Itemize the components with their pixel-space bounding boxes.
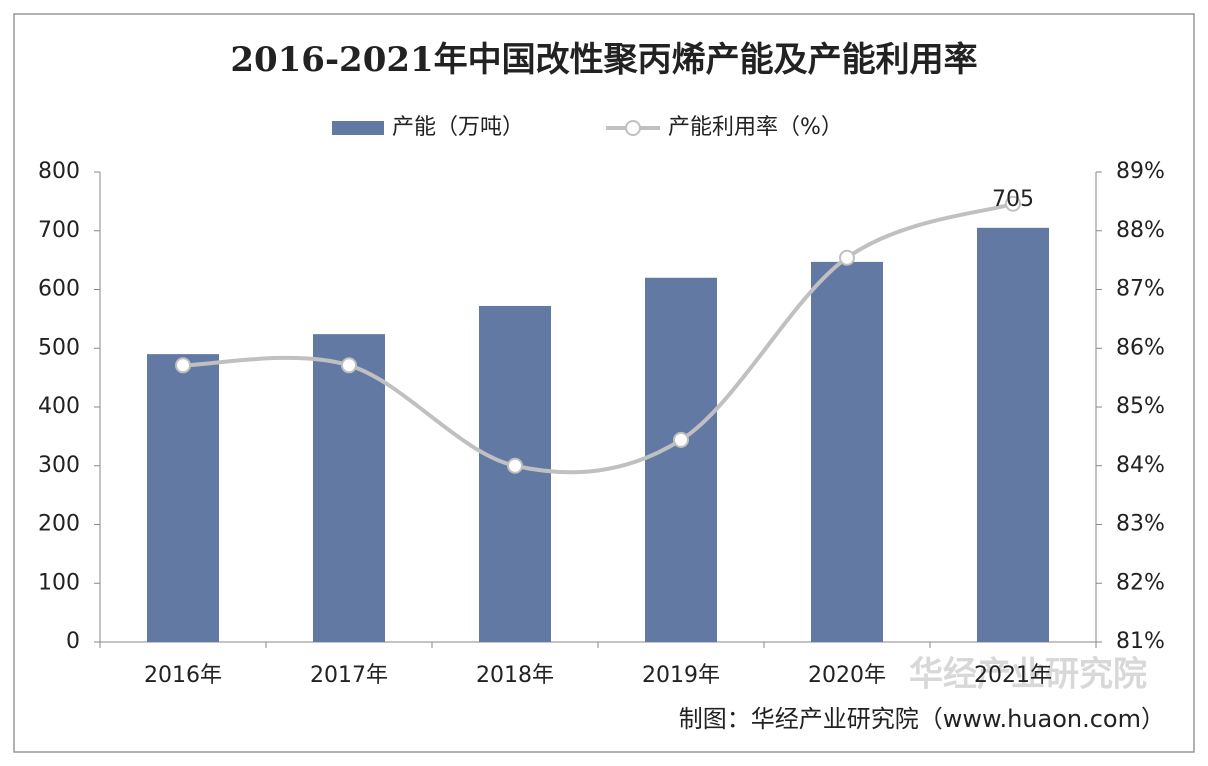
- line-point: [507, 457, 523, 474]
- x-tick-label: 2021年: [974, 663, 1052, 688]
- x-tick-label: 2020年: [808, 663, 886, 688]
- chart-title: 2016-2021年中国改性聚丙烯产能及产能利用率: [230, 40, 977, 80]
- legend-swatch: [332, 121, 384, 135]
- x-tick-label: 2017年: [310, 663, 388, 688]
- y-tick-label: 300: [38, 453, 80, 478]
- y-tick-label: 400: [38, 394, 80, 419]
- line-point: [341, 357, 357, 374]
- bar: [977, 227, 1049, 642]
- y-tick-label: 200: [38, 512, 80, 537]
- y2-tick-label: 89%: [1116, 159, 1165, 184]
- y2-tick-label: 83%: [1116, 512, 1165, 537]
- source-note: 制图：华经产业研究院（www.huaon.com）: [679, 705, 1165, 733]
- bar: [645, 277, 717, 642]
- data-label: 705: [992, 187, 1034, 212]
- line-point: [175, 357, 191, 374]
- bar: [811, 261, 883, 642]
- y-tick-label: 0: [66, 629, 80, 654]
- y2-tick-label: 82%: [1116, 570, 1165, 595]
- y2-tick-label: 81%: [1116, 629, 1165, 654]
- line-point: [839, 249, 855, 266]
- bar: [147, 354, 219, 642]
- y-tick-label: 600: [38, 277, 80, 302]
- bar: [479, 305, 551, 642]
- watermark: 华经产业研究院: [909, 655, 1147, 695]
- legend-label: 产能（万吨）: [392, 115, 524, 140]
- line-point: [673, 431, 689, 448]
- x-tick-label: 2016年: [144, 663, 222, 688]
- x-tick-label: 2019年: [642, 663, 720, 688]
- line: [182, 201, 1014, 475]
- line-point: [1005, 195, 1021, 212]
- y2-tick-label: 87%: [1116, 277, 1165, 302]
- y2-tick-label: 88%: [1116, 218, 1165, 243]
- y-tick-label: 700: [38, 218, 80, 243]
- y-tick-label: 800: [38, 159, 80, 184]
- y2-tick-label: 84%: [1116, 453, 1165, 478]
- x-tick-label: 2018年: [476, 663, 554, 688]
- bar: [313, 334, 385, 642]
- legend-swatch: [625, 120, 641, 136]
- y-tick-label: 500: [38, 335, 80, 360]
- y2-tick-label: 86%: [1116, 335, 1165, 360]
- y-tick-label: 100: [38, 570, 80, 595]
- y2-tick-label: 85%: [1116, 394, 1165, 419]
- legend-label: 产能利用率（%）: [668, 115, 843, 140]
